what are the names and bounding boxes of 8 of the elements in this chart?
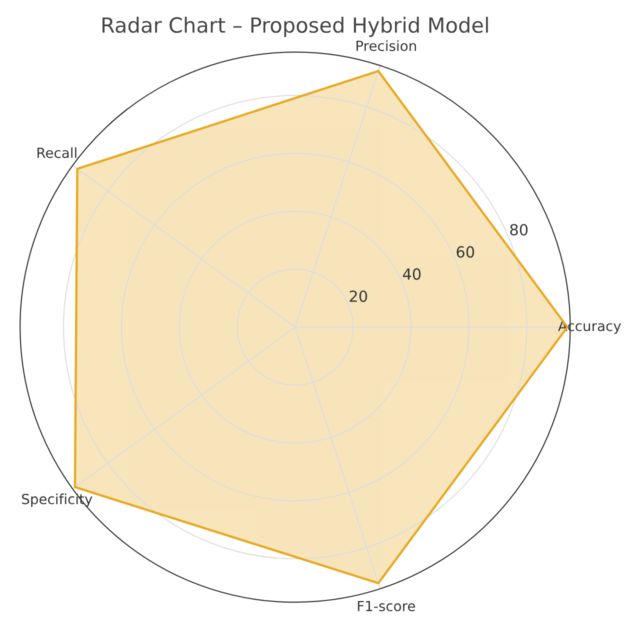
spoke-label: Precision: [356, 40, 416, 52]
y-tick-label: 40: [402, 268, 421, 280]
y-tick-label: 80: [510, 224, 528, 236]
y-tick-label: 60: [456, 246, 474, 258]
spoke-label: F1-score: [358, 600, 416, 612]
spoke-label: Recall: [38, 147, 76, 158]
chart-title: Radar Chart – Proposed Hybrid Model: [102, 16, 488, 37]
y-tick-label: 20: [350, 290, 368, 302]
